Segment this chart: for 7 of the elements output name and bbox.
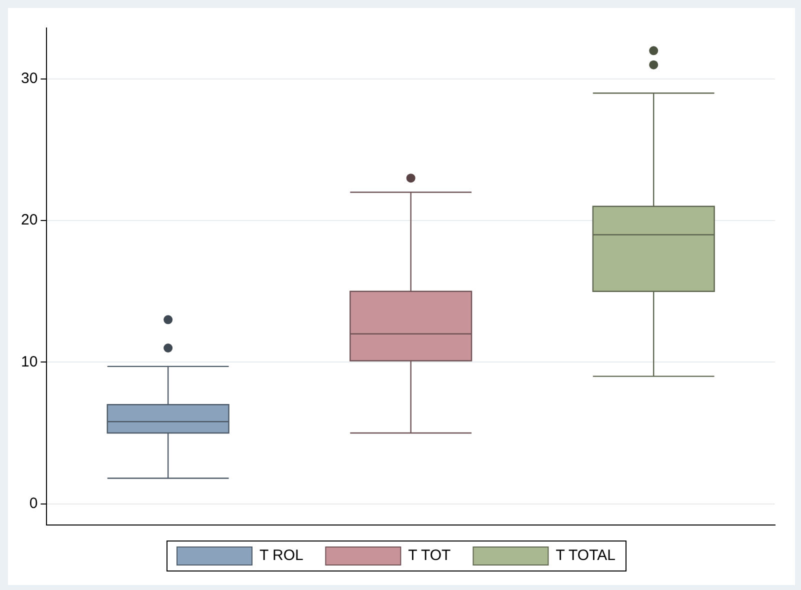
legend-label: T ROL — [259, 547, 304, 564]
y-tick-label: 10 — [20, 353, 38, 370]
y-tick-label: 0 — [29, 494, 38, 512]
legend-label: T TOT — [408, 547, 451, 564]
y-tick-label: 30 — [20, 70, 38, 88]
legend-label: T TOTAL — [556, 547, 616, 564]
y-tick-label: 20 — [20, 212, 38, 229]
